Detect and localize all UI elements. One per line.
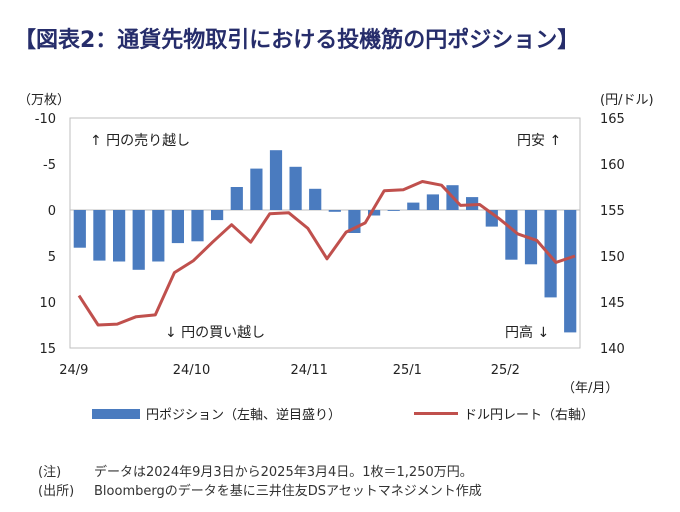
position-bar (211, 210, 224, 221)
position-bar (191, 210, 204, 242)
x-axis-unit: （年/月） (562, 381, 618, 396)
legend-bar-swatch (92, 408, 140, 419)
position-bar (250, 168, 263, 210)
position-bar (564, 210, 577, 333)
left-tick-label: -5 (43, 158, 56, 173)
left-tick-label: 15 (39, 342, 56, 357)
source-row: (出所) Bloombergのデータを基に三井住友DSアセットマネジメント作成 (38, 480, 482, 499)
legend-usdjpy-label: ドル円レート（右軸） (464, 408, 595, 423)
position-bar (544, 210, 557, 298)
note-row: (注) データは2024年9月3日から2025年3月4日。1枚＝1,250万円。 (38, 461, 473, 480)
left-tick-label: -10 (35, 112, 56, 127)
annotation-yen-short: ↑ 円の売り越し (90, 133, 190, 149)
left-tick-label: 0 (48, 204, 56, 219)
left-tick-label: 5 (48, 250, 56, 265)
legend-yen-position: 円ポジション（左軸、逆目盛り） (92, 404, 341, 423)
note-text: データは2024年9月3日から2025年3月4日。1枚＝1,250万円。 (94, 465, 473, 480)
position-bar (368, 210, 381, 216)
note-key: (注) (38, 465, 62, 480)
chart-title: 【図表2：通貨先物取引における投機筋の円ポジション】 (14, 28, 580, 53)
position-bar (171, 210, 184, 244)
usd-jpy-line (77, 180, 576, 327)
x-tick-label: 25/2 (491, 363, 520, 378)
right-tick-label: 160 (600, 158, 625, 173)
position-bar (132, 210, 145, 270)
x-tick-label: 24/10 (173, 363, 210, 378)
annotation-yen-strong: 円高 ↓ (505, 324, 549, 341)
x-tick-label: 24/9 (59, 363, 88, 378)
position-bar (426, 194, 439, 210)
position-bar (93, 210, 106, 261)
right-axis-label: (円/ドル) (600, 93, 654, 108)
source-text: Bloombergのデータを基に三井住友DSアセットマネジメント作成 (94, 484, 482, 499)
position-bar (387, 210, 400, 211)
legend-usdjpy: ドル円レート（右軸） (414, 404, 594, 423)
right-tick-label: 155 (600, 204, 625, 219)
position-bar (113, 210, 126, 262)
position-bar (230, 187, 243, 210)
plot-frame (69, 117, 581, 349)
annotation-yen-weak: 円安 ↑ (517, 133, 561, 149)
position-bar (73, 210, 86, 248)
right-tick-label: 165 (600, 112, 625, 127)
position-bar (152, 210, 165, 262)
annotation-yen-long: ↓ 円の買い越し (165, 325, 265, 341)
position-bar (407, 202, 420, 210)
right-tick-label: 145 (600, 296, 625, 311)
position-bar (328, 210, 341, 212)
x-tick-label: 25/1 (393, 363, 422, 378)
left-axis-label: （万枚） (18, 93, 70, 108)
position-bar (505, 210, 518, 260)
left-tick-label: 10 (39, 296, 56, 311)
right-tick-label: 150 (600, 250, 625, 265)
position-bar (289, 166, 302, 210)
right-tick-label: 140 (600, 342, 625, 357)
x-tick-label: 24/11 (290, 363, 327, 378)
legend-yen-position-label: 円ポジション（左軸、逆目盛り） (146, 408, 342, 423)
position-bar (269, 150, 283, 210)
position-bar (309, 188, 322, 210)
legend-line-swatch (414, 412, 458, 415)
source-key: (出所) (38, 484, 75, 499)
